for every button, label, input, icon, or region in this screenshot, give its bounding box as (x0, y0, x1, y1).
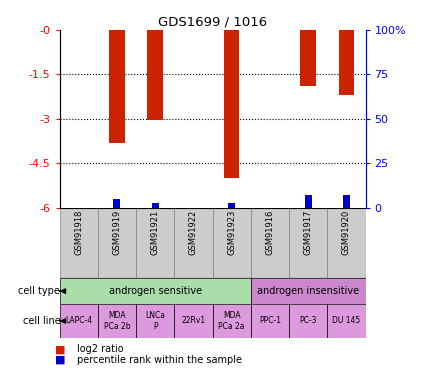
Bar (224, 30, 239, 178)
Bar (212, 208, 251, 278)
Text: PC-3: PC-3 (299, 316, 317, 326)
Bar (98, 208, 136, 278)
Bar (289, 304, 327, 338)
Text: GSM91919: GSM91919 (112, 210, 122, 255)
Bar (60, 208, 98, 278)
Text: GSM91921: GSM91921 (150, 210, 160, 255)
Text: androgen sensitive: androgen sensitive (108, 286, 202, 296)
Title: GDS1699 / 1016: GDS1699 / 1016 (158, 16, 267, 29)
Text: GSM91923: GSM91923 (227, 210, 236, 255)
Text: GSM91916: GSM91916 (265, 210, 275, 255)
Text: MDA
PCa 2b: MDA PCa 2b (104, 311, 130, 331)
Bar (113, 199, 120, 208)
Bar (174, 304, 212, 338)
Bar (136, 304, 174, 338)
Bar (289, 208, 327, 278)
Text: PPC-1: PPC-1 (259, 316, 281, 326)
Bar (60, 278, 251, 304)
Text: GSM91917: GSM91917 (303, 210, 313, 255)
Bar (305, 195, 312, 208)
Text: GSM91918: GSM91918 (74, 210, 83, 255)
Bar (339, 30, 354, 95)
Bar (300, 30, 316, 86)
Text: cell type: cell type (18, 286, 60, 296)
Bar (251, 304, 289, 338)
Text: LAPC-4: LAPC-4 (65, 316, 92, 326)
Text: percentile rank within the sample: percentile rank within the sample (76, 355, 241, 365)
Bar (228, 202, 235, 208)
Bar (98, 304, 136, 338)
Text: GSM91922: GSM91922 (189, 210, 198, 255)
Bar (327, 304, 366, 338)
Bar (251, 278, 366, 304)
Bar (60, 304, 98, 338)
Bar (152, 202, 159, 208)
Bar (136, 208, 174, 278)
Text: 22Rv1: 22Rv1 (181, 316, 205, 326)
Bar (212, 304, 251, 338)
Text: GSM91920: GSM91920 (342, 210, 351, 255)
Text: cell line: cell line (23, 316, 60, 326)
Text: DU 145: DU 145 (332, 316, 360, 326)
Text: MDA
PCa 2a: MDA PCa 2a (218, 311, 245, 331)
Bar (174, 208, 212, 278)
Bar (343, 195, 350, 208)
Bar (109, 30, 125, 142)
Bar (251, 208, 289, 278)
Text: androgen insensitive: androgen insensitive (257, 286, 359, 296)
Text: LNCa
P: LNCa P (145, 311, 165, 331)
Text: ■: ■ (55, 355, 66, 365)
Text: log2 ratio: log2 ratio (76, 345, 123, 354)
Bar (147, 30, 163, 120)
Text: ■: ■ (55, 345, 66, 354)
Bar (327, 208, 366, 278)
